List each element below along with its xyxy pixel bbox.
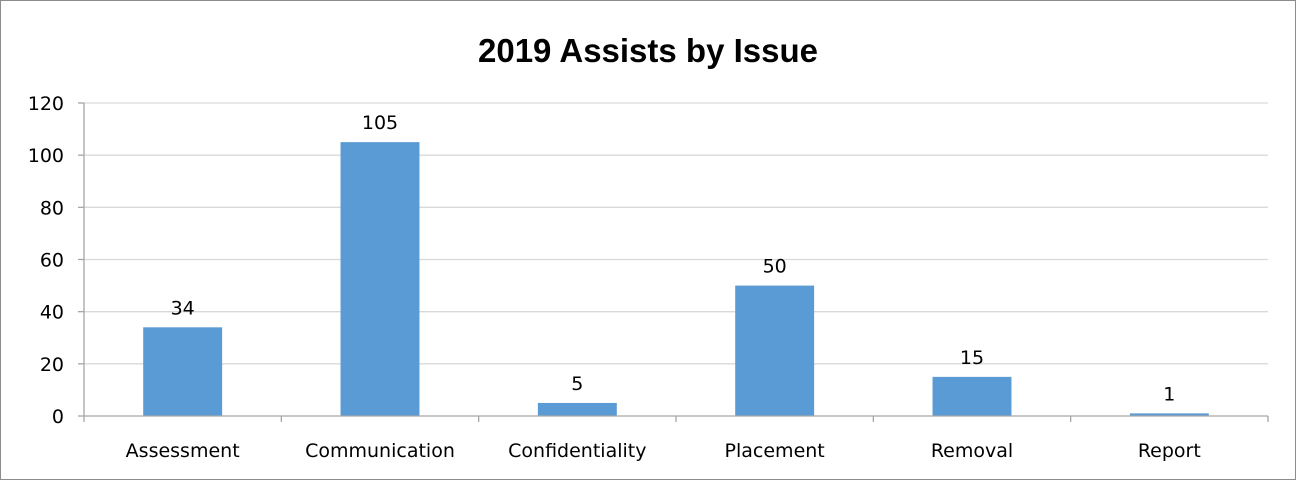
x-tick-label: Communication [305,440,455,462]
y-tick-label: 40 [40,302,64,324]
bars [143,142,1209,416]
y-tick-label: 0 [52,406,64,428]
bar [932,376,1012,416]
x-tick-label: Placement [725,440,825,462]
bar [735,285,815,416]
bar [537,402,617,416]
x-tick-labels: Assessment Communication Confidentiality Pl… [126,440,1201,462]
data-label: 1 [1163,383,1175,405]
gridlines [84,102,1268,365]
axes [78,102,1269,422]
x-tick-label: Removal [931,440,1013,462]
y-tick-label: 100 [28,145,64,167]
bar [1129,413,1209,416]
bar [143,327,223,416]
x-tick-label: Report [1138,440,1201,462]
data-label: 15 [960,347,984,369]
y-tick-label: 20 [40,354,64,376]
data-label: 50 [763,256,787,278]
data-label: 34 [171,297,195,319]
data-label: 105 [362,112,398,134]
data-label: 5 [571,373,583,395]
x-tick-label: Confidentiality [508,440,646,462]
chart-title: 2019 Assists by Issue [478,32,818,69]
y-tick-label: 60 [40,250,64,272]
x-tick-label: Assessment [126,440,240,462]
bar [340,142,420,416]
y-tick-label: 80 [40,197,64,219]
data-labels: 34 105 5 50 15 1 [171,112,1176,405]
y-tick-label: 120 [28,93,64,115]
y-tick-labels: 0 20 40 60 80 100 120 [28,93,64,428]
